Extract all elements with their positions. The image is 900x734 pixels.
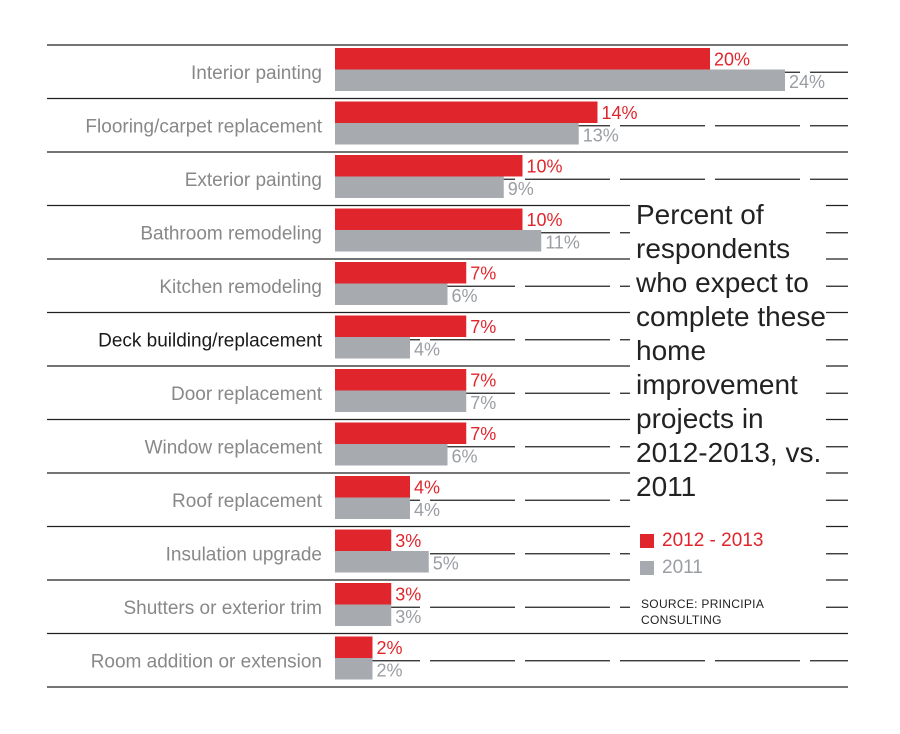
value-label-2012-2013: 20% — [714, 50, 750, 70]
grid-lines — [47, 44, 848, 688]
bar-2012-2013 — [335, 529, 392, 551]
value-label-2012-2013: 7% — [470, 264, 496, 284]
bar-2011 — [335, 497, 410, 519]
category-label: Window replacement — [145, 438, 323, 459]
category-label: Bathroom remodeling — [140, 224, 322, 245]
bar-2011 — [335, 390, 467, 412]
labels: Interior painting 20% 24% Flooring/carpet r… — [85, 50, 825, 681]
bar-2012-2013 — [335, 422, 467, 444]
legend-label-2011: 2011 — [662, 557, 703, 578]
bar-2012-2013 — [335, 636, 373, 658]
bar-2012-2013 — [335, 262, 467, 284]
category-label: Shutters or exterior trim — [124, 598, 323, 619]
category-label: Roof replacement — [172, 491, 323, 512]
value-label-2012-2013: 14% — [602, 103, 638, 123]
category-label: Exterior painting — [185, 170, 322, 191]
value-label-2012-2013: 7% — [470, 424, 496, 444]
bar-2011 — [335, 123, 579, 145]
value-label-2012-2013: 3% — [395, 585, 421, 605]
category-label: Room addition or extension — [91, 652, 322, 673]
category-label: Door replacement — [171, 384, 323, 405]
category-label: Deck building/replacement — [98, 331, 323, 352]
legend-item-2012-2013: 2012 - 2013 — [640, 530, 763, 552]
value-label-2011: 6% — [452, 286, 478, 306]
bar-2012-2013 — [335, 315, 467, 337]
bar-2011 — [335, 230, 542, 252]
chart-title: Percent of respondents who expect to com… — [636, 199, 826, 502]
value-label-2011: 9% — [508, 179, 534, 199]
bar-2012-2013 — [335, 208, 523, 230]
value-label-2011: 3% — [395, 607, 421, 627]
value-label-2011: 11% — [545, 233, 580, 253]
value-label-2012-2013: 3% — [395, 531, 421, 551]
value-label-2012-2013: 10% — [527, 210, 563, 230]
bar-2011 — [335, 551, 429, 573]
bar-2011 — [335, 337, 410, 359]
value-label-2011: 4% — [414, 340, 440, 360]
bar-2011 — [335, 283, 448, 305]
legend-swatch-2011 — [640, 561, 654, 575]
bar-2012-2013 — [335, 583, 392, 605]
category-label: Insulation upgrade — [166, 545, 322, 566]
value-label-2012-2013: 7% — [470, 371, 496, 391]
bar-2012-2013 — [335, 101, 598, 123]
category-label: Flooring/carpet replacement — [85, 117, 322, 138]
bar-2012-2013 — [335, 48, 710, 70]
title-backdrop — [630, 196, 826, 630]
legend-item-2011: 2011 — [640, 557, 703, 579]
bar-2011 — [335, 176, 504, 198]
value-label-2012-2013: 2% — [377, 638, 403, 658]
value-label-2011: 7% — [470, 393, 496, 413]
legend-label-2012-2013: 2012 - 2013 — [662, 530, 764, 551]
bars — [335, 48, 785, 680]
value-label-2011: 13% — [583, 126, 619, 146]
value-label-2011: 6% — [452, 447, 478, 467]
value-label-2011: 5% — [433, 554, 459, 574]
bar-2011 — [335, 658, 373, 680]
value-label-2011: 4% — [414, 500, 440, 520]
source-note: SOURCE: PRINCIPIA CONSULTING — [641, 597, 764, 627]
bar-2011 — [335, 69, 785, 91]
bar-2011 — [335, 444, 448, 466]
value-label-2012-2013: 4% — [414, 478, 440, 498]
value-label-2011: 2% — [377, 661, 403, 681]
value-label-2012-2013: 7% — [470, 317, 496, 337]
bar-2012-2013 — [335, 155, 523, 177]
category-label: Interior painting — [191, 63, 322, 84]
category-label: Kitchen remodeling — [159, 277, 322, 298]
bar-2012-2013 — [335, 476, 410, 498]
value-label-2012-2013: 10% — [527, 157, 563, 177]
bar-2012-2013 — [335, 369, 467, 391]
legend-swatch-2012-2013 — [640, 534, 654, 548]
bar-2011 — [335, 604, 392, 626]
value-label-2011: 24% — [789, 72, 825, 92]
